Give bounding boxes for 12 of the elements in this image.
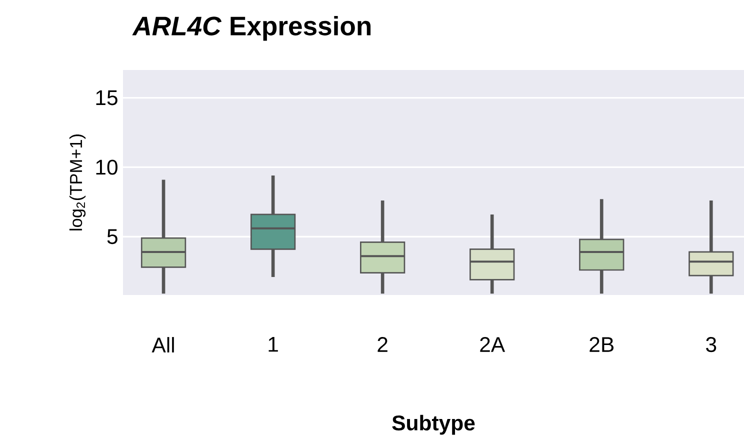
x-tick-label: 3 bbox=[706, 337, 716, 352]
y-tick-label: 10 bbox=[96, 160, 118, 175]
x-tick-label: 2 bbox=[378, 337, 388, 352]
chart-title: ARL4C Expression bbox=[132, 16, 371, 41]
x-tick-label: 1 bbox=[268, 337, 278, 352]
x-tick-label: 2B bbox=[590, 337, 614, 352]
y-axis-title: log$_{2}$(TPM+1) bbox=[69, 134, 86, 230]
x-axis-title: Subtype bbox=[392, 414, 475, 435]
x-tick-label: 2A bbox=[480, 337, 506, 352]
y-tick-label: 15 bbox=[96, 90, 118, 106]
x-tick-label: All bbox=[152, 337, 174, 352]
y-tick-label: 5 bbox=[107, 229, 118, 244]
